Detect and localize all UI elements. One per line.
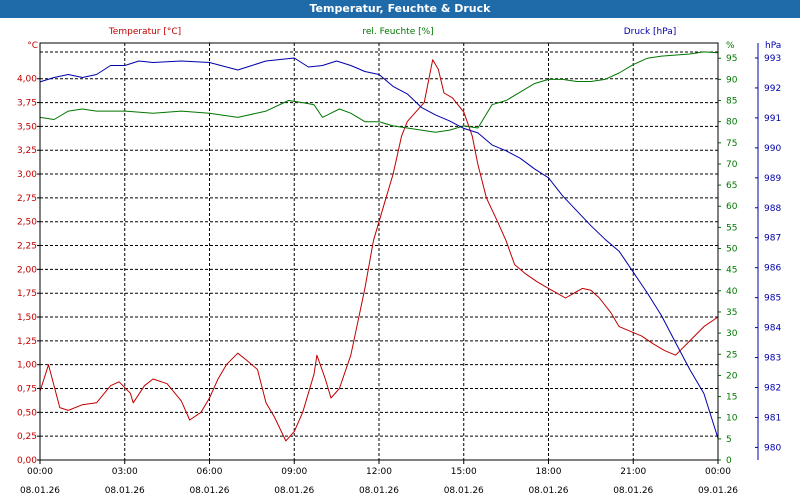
x-tick-date: 08.01.26	[105, 486, 145, 496]
y-label-temperature: 3,50	[17, 122, 37, 132]
y-label-pressure: 989	[764, 174, 781, 184]
x-tick-time: 03:00	[112, 467, 138, 477]
y-label-temperature: 1,50	[17, 313, 37, 323]
y-label-pressure: 987	[764, 234, 781, 244]
x-tick-time: 09:00	[281, 467, 307, 477]
y-label-humidity: 0	[726, 456, 732, 466]
y-label-temperature: 1,75	[17, 289, 37, 299]
y-label-temperature: 3,00	[17, 170, 37, 180]
series-line-pressure	[39, 57, 719, 439]
y-label-temperature: 1,00	[17, 361, 37, 371]
y-label-pressure: 981	[764, 413, 781, 423]
unit-humidity: %	[726, 41, 735, 51]
series-line-humidity	[39, 51, 719, 133]
y-label-pressure: 990	[764, 144, 781, 154]
legend-humidity: rel. Feuchte [%]	[362, 27, 433, 37]
y-label-humidity: 10	[726, 414, 738, 424]
series	[39, 51, 719, 442]
y-label-temperature: 0,25	[17, 432, 37, 442]
y-label-humidity: 20	[726, 371, 738, 381]
y-label-humidity: 55	[726, 223, 737, 233]
y-label-pressure: 986	[764, 264, 781, 274]
y-label-humidity: 85	[726, 97, 737, 107]
x-tick-time: 00:00	[27, 467, 53, 477]
y-label-temperature: 3,75	[17, 99, 37, 109]
y-label-temperature: 2,50	[17, 218, 37, 228]
x-tick-time: 06:00	[197, 467, 223, 477]
x-tick-time: 12:00	[366, 467, 392, 477]
y-label-temperature: 2,75	[17, 194, 37, 204]
y-label-humidity: 45	[726, 266, 737, 276]
unit-pressure: hPa	[765, 41, 781, 51]
x-tick-date: 08.01.26	[274, 486, 314, 496]
tick-labels: 00:00 08.01.26 03:00 08.01.26 06:00 08.01.26 0…	[17, 43, 781, 496]
y-label-pressure: 984	[764, 324, 781, 334]
x-tick-date: 09.01.26	[698, 486, 738, 496]
unit-temperature: °C	[27, 41, 38, 51]
y-label-humidity: 35	[726, 308, 737, 318]
y-label-temperature: 0,50	[17, 408, 37, 418]
y-label-humidity: 40	[726, 287, 738, 297]
y-label-humidity: 95	[726, 54, 737, 64]
y-label-pressure: 982	[764, 384, 781, 394]
y-label-pressure: 988	[764, 204, 781, 214]
x-tick-time: 18:00	[536, 467, 562, 477]
y-label-humidity: 75	[726, 139, 737, 149]
y-label-pressure: 993	[764, 54, 781, 64]
x-tick-date: 08.01.26	[444, 486, 484, 496]
y-label-humidity: 25	[726, 350, 737, 360]
y-label-temperature: 0,75	[17, 385, 37, 395]
x-tick-time: 15:00	[451, 467, 477, 477]
y-label-temperature: 0,00	[17, 456, 37, 466]
x-tick-date: 08.01.26	[359, 486, 399, 496]
y-label-humidity: 90	[726, 75, 738, 85]
y-label-humidity: 70	[726, 160, 738, 170]
y-label-pressure: 985	[764, 294, 781, 304]
y-label-humidity: 60	[726, 202, 738, 212]
x-tick-date: 08.01.26	[189, 486, 229, 496]
y-label-temperature: 2,00	[17, 265, 37, 275]
y-label-pressure: 983	[764, 354, 781, 364]
y-label-temperature: 3,25	[17, 146, 37, 156]
y-label-humidity: 30	[726, 329, 738, 339]
legend-pressure: Druck [hPa]	[624, 27, 677, 37]
series-line-temperature	[39, 59, 719, 442]
legend-temperature: Temperatur [°C]	[108, 27, 181, 37]
y-label-pressure: 991	[764, 114, 781, 124]
x-tick-time: 00:00	[705, 467, 731, 477]
y-label-temperature: 4,00	[17, 75, 37, 85]
y-label-humidity: 65	[726, 181, 737, 191]
y-label-temperature: 2,25	[17, 242, 37, 252]
y-label-temperature: 1,25	[17, 337, 37, 347]
window-title: Temperatur, Feuchte & Druck	[0, 0, 800, 18]
x-tick-date: 08.01.26	[613, 486, 653, 496]
chart: Temperatur [°C] rel. Feuchte [%] Druck […	[17, 27, 781, 496]
legend: Temperatur [°C] rel. Feuchte [%] Druck […	[27, 27, 781, 51]
y-label-humidity: 5	[726, 435, 732, 445]
y-label-pressure: 980	[764, 443, 781, 453]
y-label-pressure: 992	[764, 84, 781, 94]
x-tick-date: 08.01.26	[20, 486, 60, 496]
x-tick-date: 08.01.26	[528, 486, 568, 496]
grid	[40, 43, 718, 460]
y-label-humidity: 50	[726, 245, 738, 255]
plot-frame	[39, 42, 719, 461]
y-label-humidity: 15	[726, 393, 737, 403]
x-tick-time: 21:00	[620, 467, 646, 477]
y-label-humidity: 80	[726, 118, 738, 128]
